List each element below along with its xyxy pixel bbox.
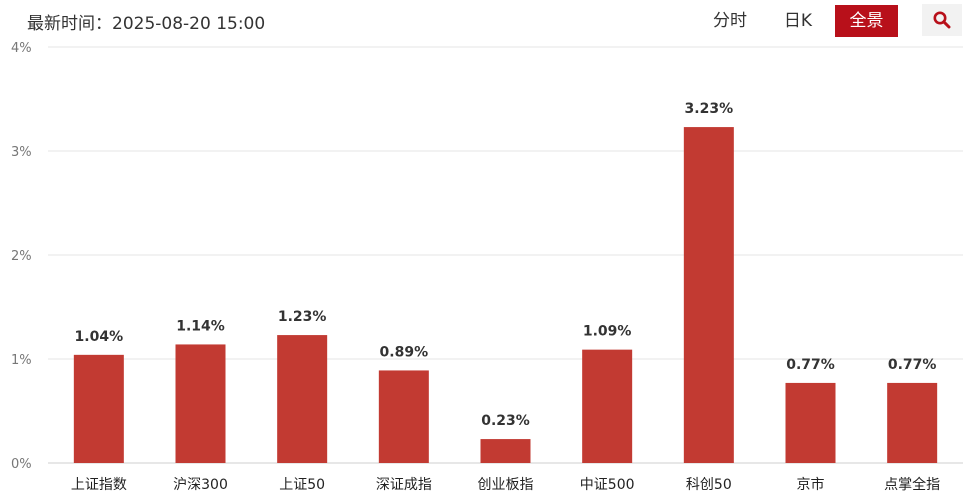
bar-value-label: 1.09% xyxy=(583,324,632,340)
x-tick-label: 沪深300 xyxy=(173,477,228,493)
x-tick-label: 深证成指 xyxy=(376,477,432,493)
bar-value-label: 0.77% xyxy=(786,357,835,373)
bar xyxy=(73,354,124,463)
tab-panorama[interactable]: 全景 xyxy=(835,5,898,37)
update-time: 最新时间：2025-08-20 15:00 xyxy=(27,14,266,34)
bar xyxy=(785,382,836,463)
bar xyxy=(887,382,938,463)
y-tick-label: 2% xyxy=(11,249,32,264)
y-tick-label: 0% xyxy=(11,457,32,472)
bar-value-label: 0.23% xyxy=(481,413,530,429)
x-tick-label: 中证500 xyxy=(580,477,635,493)
chart-header: 最新时间：2025-08-20 15:00 分时 日K 全景 xyxy=(0,0,969,40)
bar xyxy=(582,349,633,463)
y-tick-label: 1% xyxy=(11,353,32,368)
y-tick-label: 3% xyxy=(11,145,32,160)
x-tick-label: 京市 xyxy=(797,476,825,493)
x-tick-label: 创业板指 xyxy=(478,477,534,493)
bar-value-label: 3.23% xyxy=(685,101,734,117)
bar-value-label: 1.04% xyxy=(75,329,124,345)
x-tick-label: 上证指数 xyxy=(71,477,127,493)
bar xyxy=(480,439,531,463)
bar-value-label: 1.23% xyxy=(278,309,327,325)
tab-daily-k[interactable]: 日K xyxy=(783,11,813,31)
tab-intraday[interactable]: 分时 xyxy=(713,11,747,31)
bar-value-label: 0.77% xyxy=(888,357,937,373)
x-tick-label: 科创50 xyxy=(686,477,732,493)
bar xyxy=(378,370,429,463)
search-button[interactable] xyxy=(922,4,962,36)
x-tick-label: 上证50 xyxy=(279,477,325,493)
bar xyxy=(683,127,734,463)
bar xyxy=(277,335,328,463)
bar-value-label: 0.89% xyxy=(380,344,429,360)
y-tick-label: 4% xyxy=(11,41,32,56)
bar-value-label: 1.14% xyxy=(176,318,225,334)
x-tick-label: 点掌全指 xyxy=(884,476,940,493)
search-icon xyxy=(933,11,951,29)
bar xyxy=(175,344,226,463)
